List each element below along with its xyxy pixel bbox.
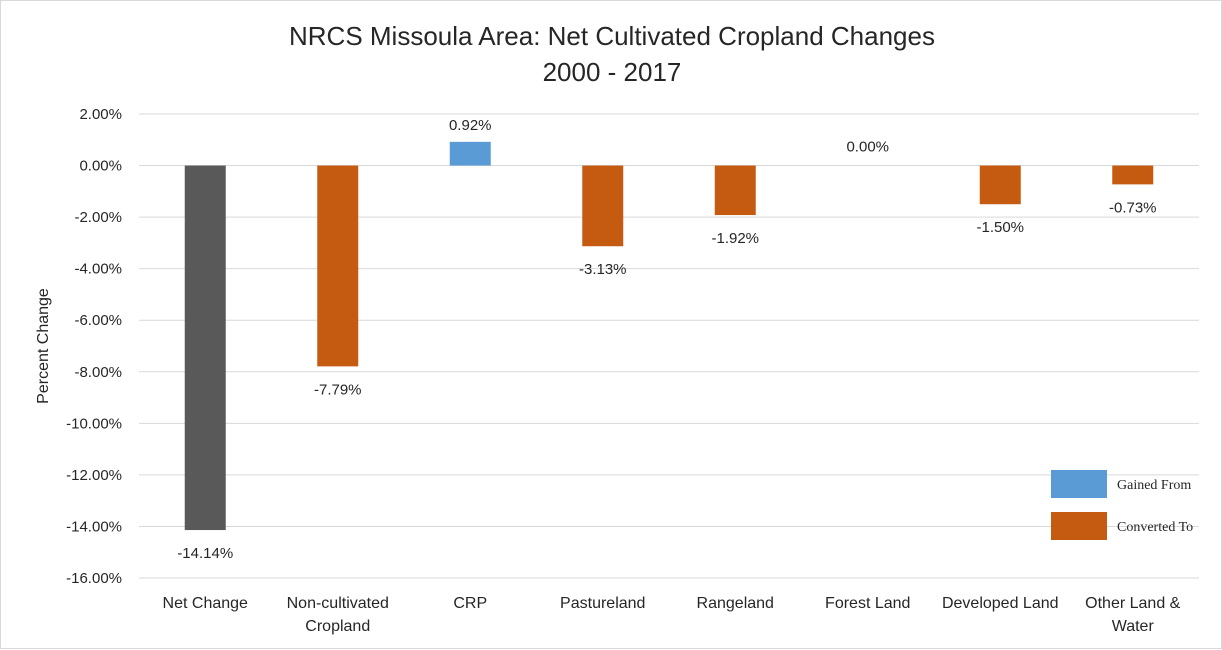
chart-title-line2: 2000 - 2017 (543, 57, 682, 87)
data-label: 0.00% (846, 139, 889, 156)
bar-0 (184, 165, 226, 531)
y-tick-label: -12.00% (66, 467, 122, 484)
category-label: Pastureland (560, 595, 645, 612)
y-tick-label: -4.00% (74, 261, 122, 278)
data-labels: -14.14% -7.79% 0.92% -3.13% -1.92% 0.00% -1.50… (177, 117, 1156, 562)
bar-3 (582, 165, 624, 247)
category-label: CRP (453, 595, 487, 612)
y-axis-label: Percent Change (35, 288, 52, 404)
bar-1 (317, 165, 359, 367)
y-tick-label: 0.00% (79, 158, 122, 175)
bar-2 (449, 141, 491, 166)
x-axis-categories: Net Change Non-cultivated Cropland CRP Pastu… (163, 595, 1181, 635)
data-label: -1.50% (976, 219, 1024, 236)
data-label: -1.92% (711, 230, 759, 247)
legend-label-gained: Gained From (1117, 478, 1191, 493)
bar-6 (979, 165, 1021, 205)
y-axis-ticks: 2.00% 0.00% -2.00% -4.00% -6.00% -8.00% -10.00… (66, 106, 122, 587)
legend-swatch-gained (1051, 470, 1107, 498)
category-label: Forest Land (825, 595, 910, 612)
y-tick-label: -16.00% (66, 570, 122, 587)
y-tick-label: -10.00% (66, 415, 122, 432)
bar-7 (1112, 165, 1154, 185)
gridlines (139, 113, 1199, 579)
data-label: -3.13% (579, 261, 627, 278)
y-tick-label: -8.00% (74, 364, 122, 381)
category-label: Cropland (305, 618, 370, 635)
bar-4 (714, 165, 756, 216)
data-label: -7.79% (314, 381, 362, 398)
category-label: Net Change (163, 595, 248, 612)
y-tick-label: 2.00% (79, 106, 122, 123)
chart-title-line1: NRCS Missoula Area: Net Cultivated Cropl… (289, 21, 935, 51)
category-label: Other Land & (1085, 595, 1181, 612)
y-tick-label: -6.00% (74, 312, 122, 329)
category-label: Non-cultivated (287, 595, 389, 612)
bars (184, 141, 1154, 531)
category-label: Rangeland (697, 595, 774, 612)
legend-label-converted: Converted To (1117, 520, 1193, 535)
category-label: Developed Land (942, 595, 1059, 612)
data-label: -14.14% (177, 545, 233, 562)
data-label: -0.73% (1109, 199, 1157, 216)
y-tick-label: -2.00% (74, 209, 122, 226)
category-label: Water (1112, 618, 1155, 635)
legend: Gained From Converted To (1051, 470, 1193, 540)
y-tick-label: -14.00% (66, 518, 122, 535)
data-label: 0.92% (449, 117, 492, 134)
legend-swatch-converted (1051, 512, 1107, 540)
